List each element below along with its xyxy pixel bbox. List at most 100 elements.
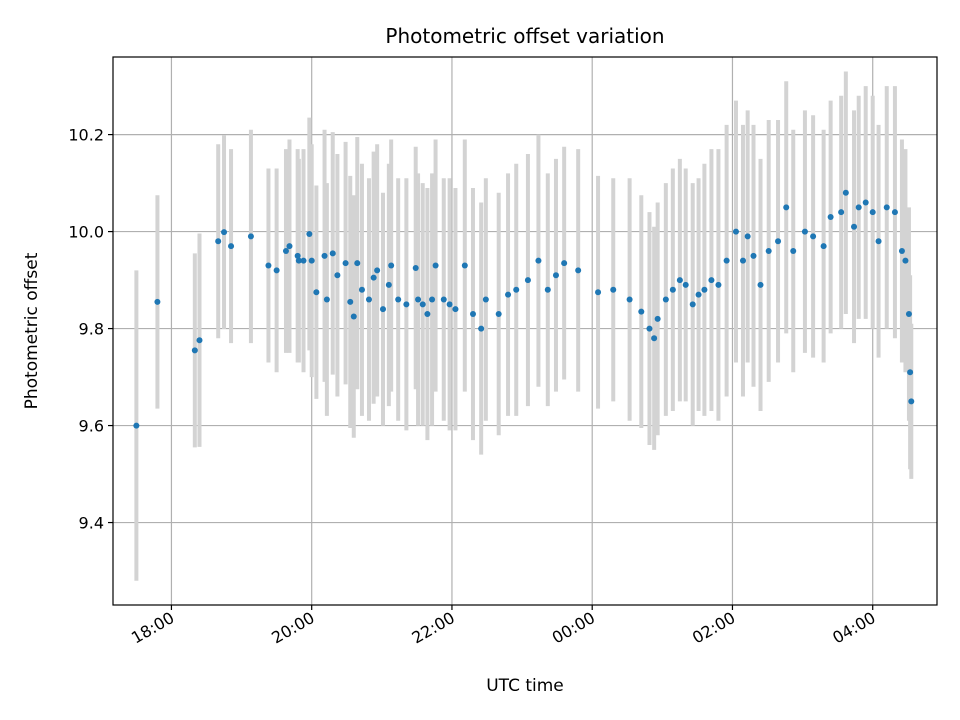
data-point <box>358 286 365 293</box>
data-point <box>838 209 845 216</box>
data-point <box>908 398 915 405</box>
data-point <box>374 267 381 274</box>
data-point <box>395 296 402 303</box>
y-tick-label: 9.6 <box>79 417 104 436</box>
y-tick-label: 9.4 <box>79 514 104 533</box>
data-point <box>440 296 447 303</box>
data-point <box>273 267 280 274</box>
data-point <box>676 277 683 284</box>
data-point <box>313 289 320 296</box>
data-point <box>347 298 354 305</box>
data-point <box>902 257 909 264</box>
data-point <box>505 291 512 298</box>
data-point <box>552 272 559 279</box>
data-point <box>851 223 858 230</box>
y-tick-label: 10.2 <box>68 126 104 145</box>
data-point <box>282 247 289 254</box>
data-point <box>461 262 468 269</box>
data-point <box>662 296 669 303</box>
data-point <box>708 277 715 284</box>
data-point <box>654 315 661 322</box>
data-point <box>638 308 645 315</box>
data-point <box>820 243 827 250</box>
data-point <box>228 243 235 250</box>
y-axis-label: Photometric offset <box>22 252 42 409</box>
data-point <box>308 257 315 264</box>
data-point <box>715 281 722 288</box>
data-point <box>446 301 453 308</box>
data-point <box>482 296 489 303</box>
y-axis-ticks: 9.4 9.6 9.8 10.0 10.2 <box>68 126 113 533</box>
data-point <box>732 228 739 235</box>
data-point <box>744 233 751 240</box>
data-point <box>478 325 485 332</box>
data-point <box>321 252 328 259</box>
data-point <box>513 286 520 293</box>
data-point <box>595 289 602 296</box>
plot-frame <box>112 56 938 606</box>
data-point <box>626 296 633 303</box>
data-point <box>429 296 436 303</box>
data-point <box>388 262 395 269</box>
data-point <box>801 228 808 235</box>
data-point <box>682 281 689 288</box>
data-point <box>524 277 531 284</box>
data-point <box>415 296 422 303</box>
data-point <box>783 204 790 211</box>
data-point <box>365 296 372 303</box>
x-axis-label: UTC time <box>486 676 564 696</box>
data-point <box>385 281 392 288</box>
data-point <box>334 272 341 279</box>
y-tick-label: 10.0 <box>68 223 104 242</box>
data-point <box>575 267 582 274</box>
data-point <box>875 238 882 245</box>
data-point <box>775 238 782 245</box>
data-point <box>350 313 357 320</box>
data-point <box>403 301 410 308</box>
data-point <box>810 233 817 240</box>
data-point <box>544 286 551 293</box>
data-point <box>905 311 912 318</box>
data-point <box>286 243 293 250</box>
data-point <box>294 252 301 259</box>
data-point <box>646 325 653 332</box>
data-point <box>295 257 302 264</box>
data-point <box>610 286 617 293</box>
y-tick-label: 9.8 <box>79 320 104 339</box>
data-points <box>133 189 915 429</box>
data-point <box>306 231 313 238</box>
data-point <box>842 189 849 196</box>
data-point <box>432 262 439 269</box>
data-point <box>221 229 228 236</box>
data-point <box>412 264 419 271</box>
data-point <box>215 238 222 245</box>
data-point <box>855 204 862 211</box>
data-point <box>133 422 140 429</box>
data-point <box>883 204 890 211</box>
data-point <box>757 281 764 288</box>
data-point <box>898 247 905 254</box>
data-point <box>154 298 161 305</box>
data-point <box>669 286 676 293</box>
data-point <box>869 209 876 216</box>
data-point <box>750 252 757 259</box>
data-point <box>419 301 426 308</box>
data-point <box>354 260 361 267</box>
data-point <box>765 247 772 254</box>
data-point <box>907 369 914 376</box>
data-point <box>424 311 431 318</box>
data-point <box>323 296 330 303</box>
data-point <box>469 311 476 318</box>
data-point <box>452 306 459 313</box>
data-point <box>342 260 349 267</box>
data-point <box>862 199 869 206</box>
data-point <box>495 311 502 318</box>
data-point <box>790 247 797 254</box>
data-point <box>723 257 730 264</box>
data-point <box>695 291 702 298</box>
data-point <box>701 286 708 293</box>
data-point <box>329 250 336 257</box>
data-point <box>689 301 696 308</box>
data-point <box>247 233 254 240</box>
